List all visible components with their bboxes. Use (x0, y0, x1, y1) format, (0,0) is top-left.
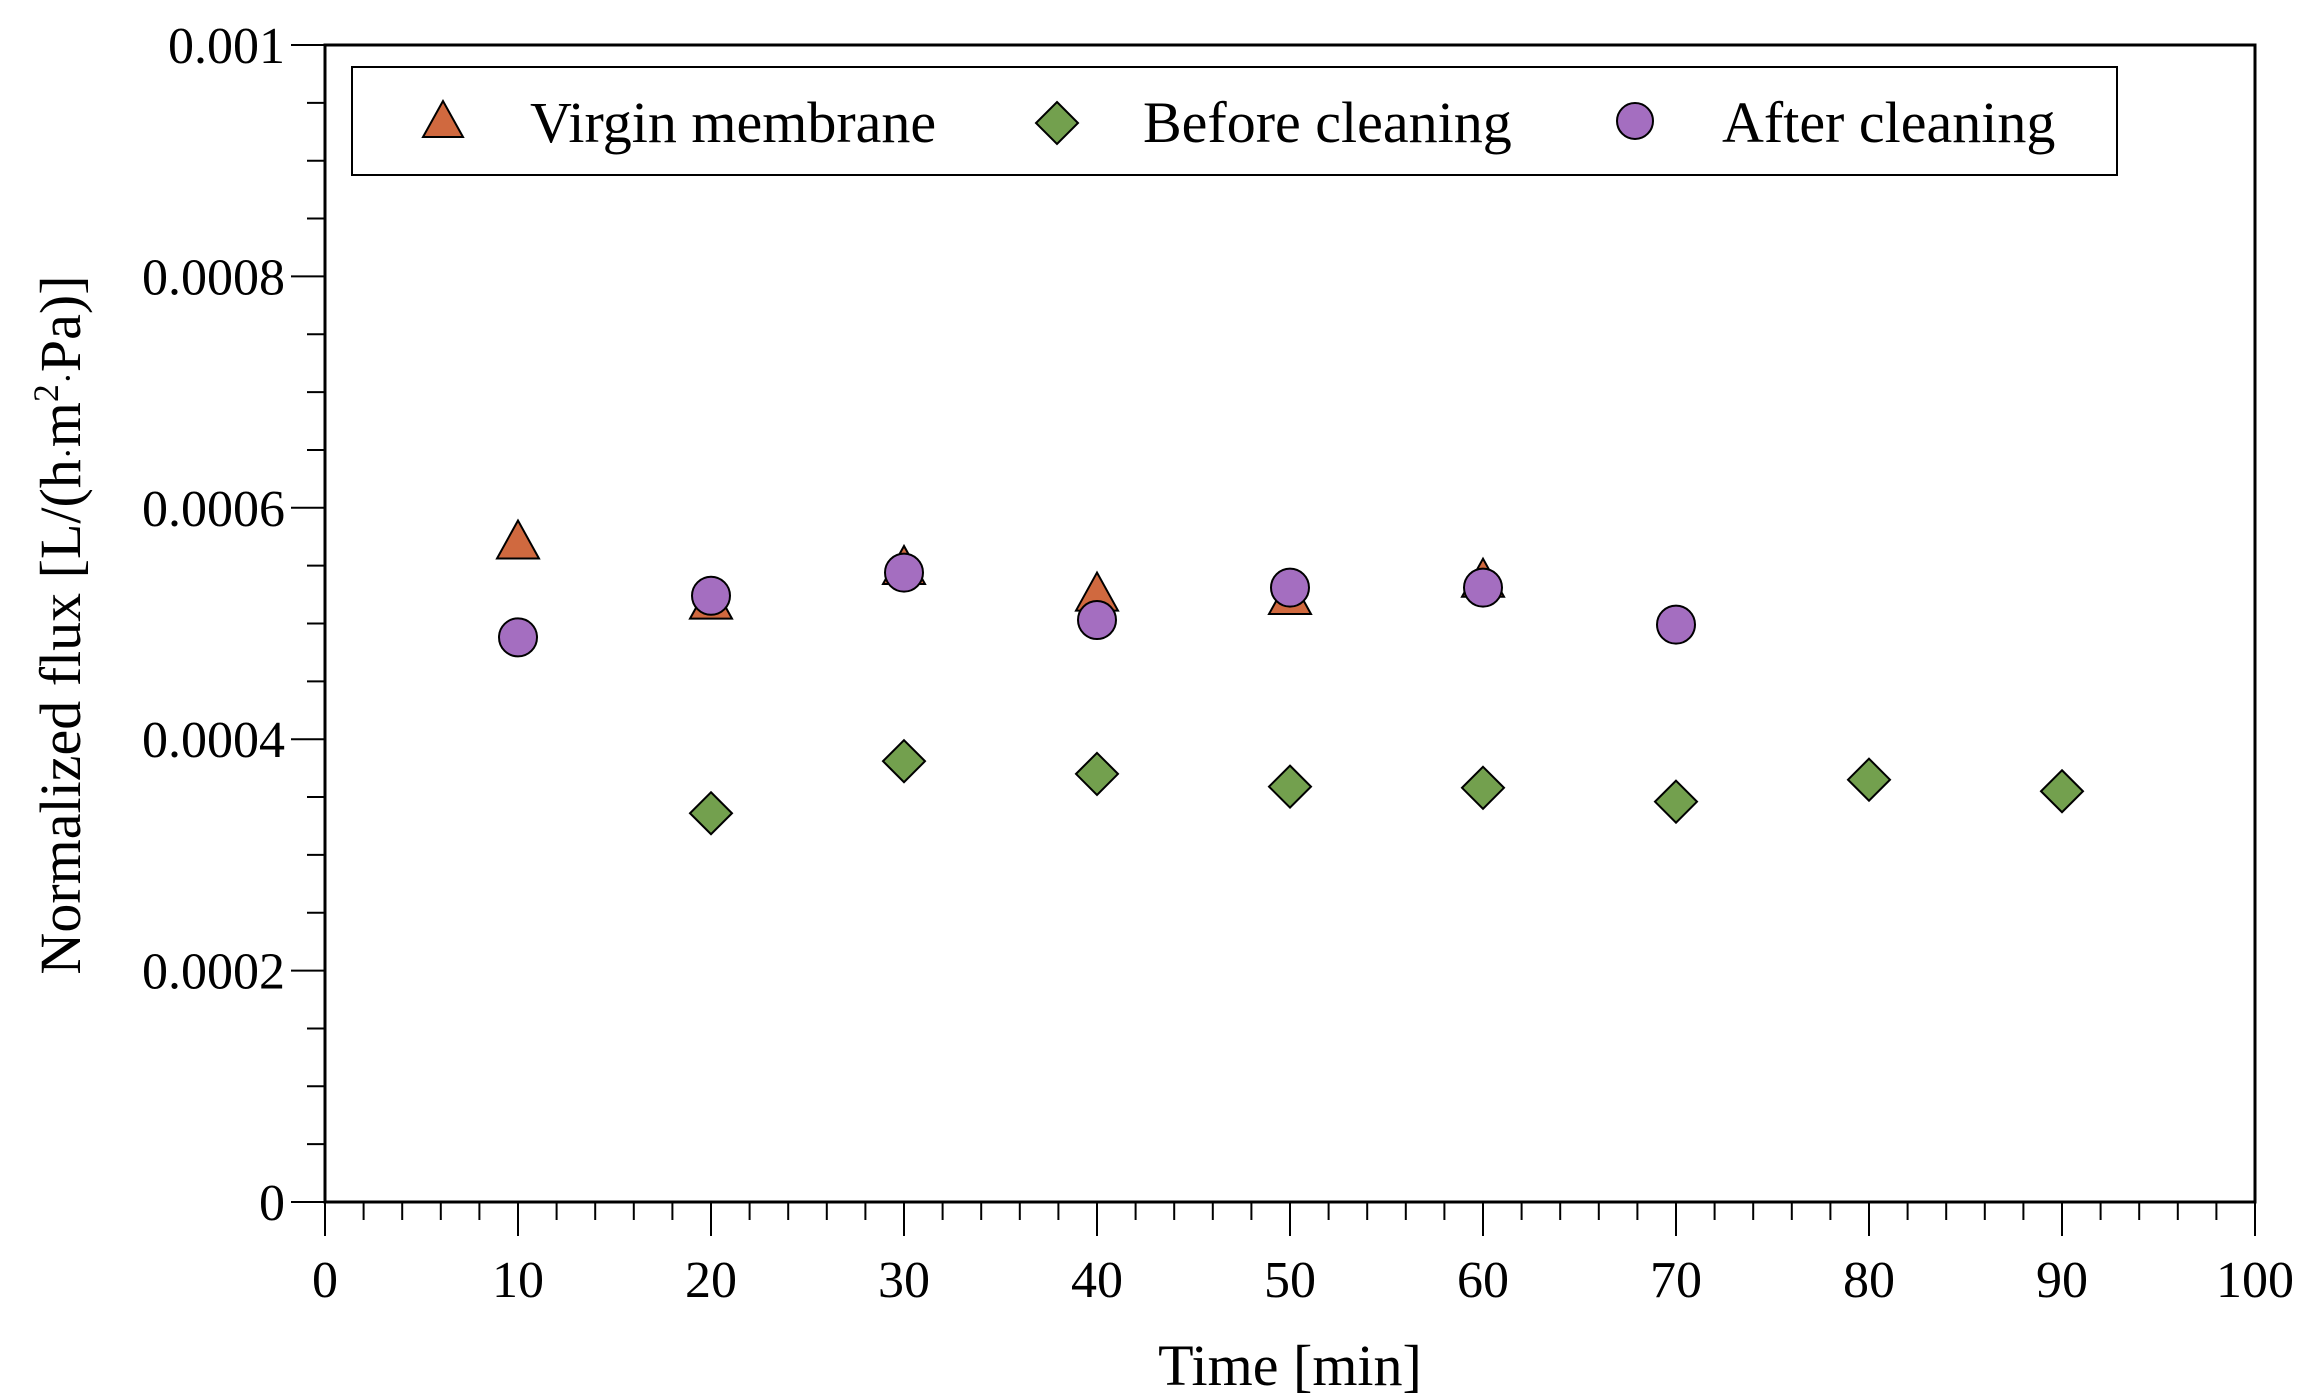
y-axis-title-dot-2: · (48, 372, 88, 384)
x-tick-label: 30 (878, 1252, 930, 1309)
y-tick-label: 0.0006 (142, 481, 285, 538)
x-tick-label: 50 (1264, 1252, 1316, 1309)
legend-label-virgin-membrane: Virgin membrane (530, 90, 936, 155)
x-tick-label: 10 (492, 1252, 544, 1309)
virgin-membrane-point (495, 518, 541, 560)
y-tick-label: 0.0008 (142, 249, 285, 306)
after-cleaning-point (691, 575, 731, 616)
after-cleaning-point (1077, 600, 1117, 641)
legend-triangle-marker (421, 98, 465, 138)
y-axis-title-part-1: Normalized flux [L/(h (28, 459, 93, 974)
x-axis-title: Time [min] (1158, 1333, 1422, 1398)
after-cleaning-point (1270, 567, 1310, 608)
legend-label-before-cleaning: Before cleaning (1143, 90, 1512, 155)
legend-circle-marker (1616, 102, 1654, 140)
before-cleaning-point (688, 790, 734, 836)
legend-label-after-cleaning: After cleaning (1722, 90, 2055, 155)
legend: Virgin membrane Before cleaning After cl… (351, 66, 2118, 176)
y-tick-label: 0 (259, 1175, 285, 1232)
x-tick-label: 40 (1071, 1252, 1123, 1309)
axis-ticks (291, 44, 2256, 1236)
plot-area-frame (323, 43, 2257, 1204)
y-axis-title-part-2: m (28, 402, 93, 447)
after-cleaning-point (884, 552, 924, 593)
x-tick-label: 0 (312, 1252, 338, 1309)
before-cleaning-point (2039, 768, 2085, 814)
x-tick-label: 80 (1843, 1252, 1895, 1309)
y-axis-title-part-3: Pa)] (28, 275, 93, 372)
before-cleaning-point (1653, 779, 1699, 825)
after-cleaning-point (1656, 604, 1696, 645)
data-markers (495, 518, 2085, 836)
y-tick-label: 0.0002 (142, 944, 285, 1001)
x-tick-label: 90 (2036, 1252, 2088, 1309)
y-tick-label: 0.001 (168, 18, 285, 75)
legend-diamond-marker (1034, 100, 1080, 146)
before-cleaning-point (881, 738, 927, 784)
before-cleaning-point (1267, 764, 1313, 810)
x-tick-label: 100 (2216, 1252, 2294, 1309)
x-tick-label: 70 (1650, 1252, 1702, 1309)
before-cleaning-point (1846, 757, 1892, 803)
y-axis-title-dot-1: · (48, 447, 88, 459)
after-cleaning-point (498, 617, 538, 658)
axis-tick-labels: 0 10 20 30 40 50 60 70 80 90 100 0 0.0002 0.0004 0.000… (142, 18, 2294, 1309)
y-axis-title: Normalized flux [L/(h·m2·Pa)] (26, 275, 93, 974)
legend-box (351, 66, 2118, 176)
before-cleaning-point (1460, 765, 1506, 811)
x-tick-label: 20 (685, 1252, 737, 1309)
x-tick-label: 60 (1457, 1252, 1509, 1309)
before-cleaning-point (1074, 751, 1120, 797)
after-cleaning-point (1463, 567, 1503, 608)
y-axis-title-superscript: 2 (26, 384, 66, 402)
y-tick-label: 0.0004 (142, 712, 285, 769)
